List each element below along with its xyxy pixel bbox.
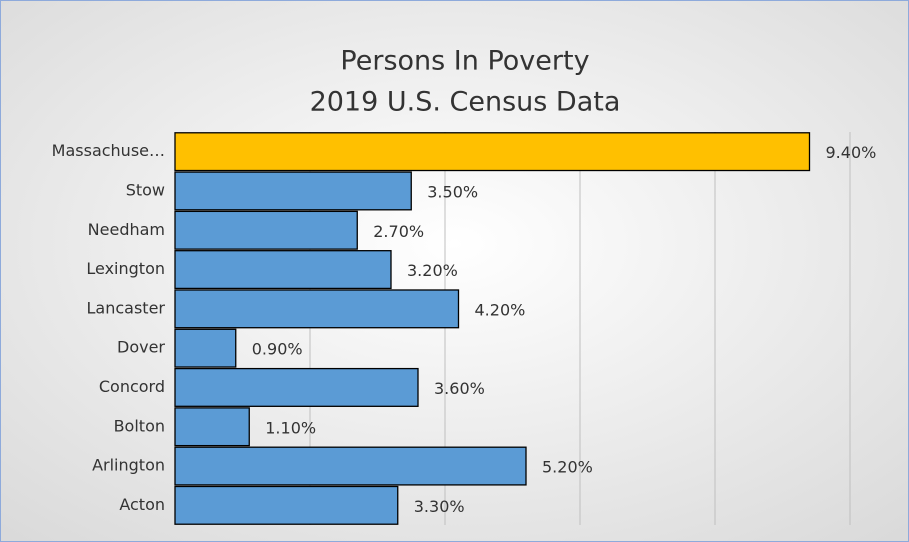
y-tick-label: Stow [126, 180, 165, 199]
bar [174, 171, 412, 211]
bar [174, 367, 419, 407]
data-label: 2.70% [373, 222, 424, 241]
y-tick-label: Concord [99, 377, 165, 396]
y-tick-label: Lexington [86, 259, 165, 278]
bar [174, 210, 358, 250]
data-label: 3.50% [427, 182, 478, 201]
bar [174, 485, 399, 525]
data-label: 9.40% [826, 143, 877, 162]
y-tick-label: Dover [117, 338, 165, 357]
bar [174, 328, 237, 368]
bar [174, 407, 250, 447]
data-label: 3.20% [407, 261, 458, 280]
y-tick-label: Arlington [92, 456, 165, 475]
y-tick-label: Massachuse… [52, 141, 165, 160]
data-label: 3.30% [414, 497, 465, 516]
y-tick-label: Needham [88, 220, 165, 239]
data-label: 0.90% [252, 340, 303, 359]
data-label: 3.60% [434, 379, 485, 398]
data-label: 5.20% [542, 458, 593, 477]
bar [174, 132, 811, 172]
chart-subtitle: 2019 U.S. Census Data [310, 87, 621, 118]
data-label: 4.20% [475, 300, 526, 319]
chart-title: Persons In Poverty [340, 46, 589, 77]
bar [174, 446, 527, 486]
y-tick-label: Bolton [114, 416, 165, 435]
y-tick-label: Lancaster [87, 298, 166, 317]
data-label: 1.10% [265, 418, 316, 437]
bar [174, 289, 460, 329]
bar [174, 250, 392, 290]
y-tick-label: Acton [119, 495, 165, 514]
